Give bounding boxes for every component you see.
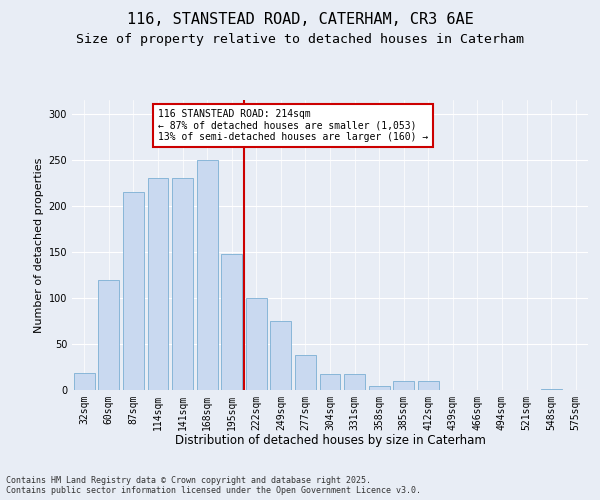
Y-axis label: Number of detached properties: Number of detached properties [34, 158, 44, 332]
Text: 116 STANSTEAD ROAD: 214sqm
← 87% of detached houses are smaller (1,053)
13% of s: 116 STANSTEAD ROAD: 214sqm ← 87% of deta… [158, 109, 428, 142]
Text: Size of property relative to detached houses in Caterham: Size of property relative to detached ho… [76, 32, 524, 46]
Bar [418, 381, 439, 390]
Bar [295, 355, 316, 390]
Bar [98, 280, 119, 390]
Bar [320, 374, 340, 390]
Bar [393, 381, 414, 390]
Text: 116, STANSTEAD ROAD, CATERHAM, CR3 6AE: 116, STANSTEAD ROAD, CATERHAM, CR3 6AE [127, 12, 473, 28]
X-axis label: Distribution of detached houses by size in Caterham: Distribution of detached houses by size … [175, 434, 485, 448]
Bar [344, 374, 365, 390]
Bar [148, 178, 169, 390]
Bar [74, 374, 95, 390]
Text: Contains HM Land Registry data © Crown copyright and database right 2025.
Contai: Contains HM Land Registry data © Crown c… [6, 476, 421, 495]
Bar [221, 254, 242, 390]
Bar [246, 298, 267, 390]
Bar [172, 178, 193, 390]
Bar [368, 386, 389, 390]
Bar [197, 160, 218, 390]
Bar [123, 192, 144, 390]
Bar [271, 321, 292, 390]
Bar [541, 389, 562, 390]
